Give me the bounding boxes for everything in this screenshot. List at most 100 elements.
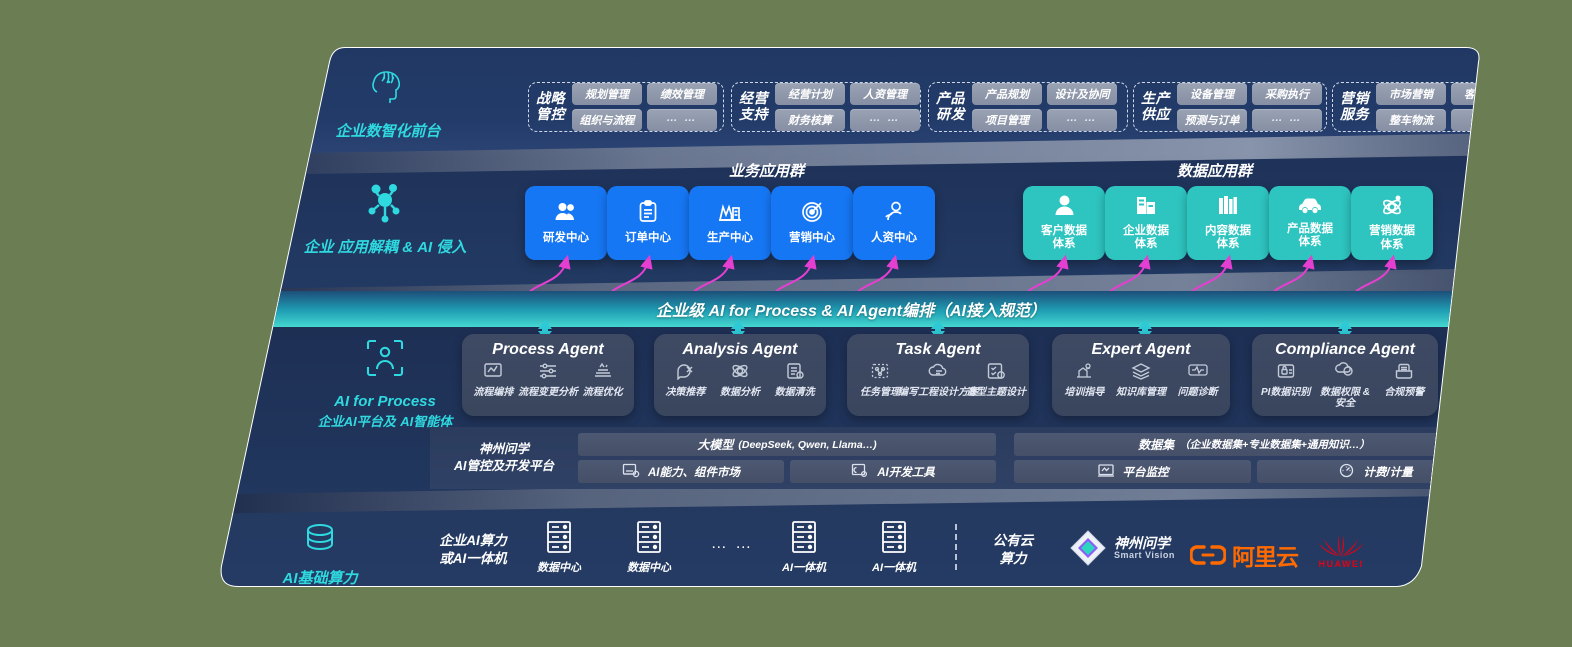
- shenzhou-wenxue-logo[interactable]: 神州问学 Smart Vision: [1068, 528, 1175, 568]
- rail-label-line1: 企业 应用解耦: [303, 239, 398, 256]
- group-title: 生产 供应: [1141, 90, 1170, 122]
- alibaba-bracket-icon: [1190, 544, 1226, 566]
- ai-dev-tool-button[interactable]: AI开发工具: [790, 460, 996, 483]
- group-cell[interactable]: 市场营销: [1376, 83, 1446, 105]
- agent-feature[interactable]: 任务管理: [851, 362, 908, 398]
- training-icon: [1074, 362, 1094, 385]
- dataset-label: 数据集: [1138, 438, 1175, 452]
- group-cell-more[interactable]: … …: [850, 109, 920, 131]
- agent-feature[interactable]: 流程优化: [576, 362, 630, 398]
- tile-label: 内容数据 体系: [1205, 224, 1251, 251]
- users-icon: [554, 201, 578, 228]
- group-cell[interactable]: 人资管理: [850, 83, 920, 105]
- tile-hr-center[interactable]: 人资中心: [853, 186, 935, 260]
- market-label: AI能力、组件市场: [648, 466, 740, 479]
- agent-feature-label: PI数据识别: [1260, 387, 1311, 398]
- agent-feature-label: 流程编排: [473, 387, 514, 398]
- business-app-group-title: 业务应用群: [729, 163, 805, 180]
- tile-customer-data[interactable]: 客户数据 体系: [1023, 186, 1105, 260]
- group-cell[interactable]: 设备管理: [1177, 83, 1247, 105]
- agent-feature[interactable]: 流程编排: [466, 362, 520, 398]
- decision-icon: [675, 362, 695, 385]
- rail-app-decoupling: 企业 应用解耦 & AI 侵入: [300, 180, 470, 258]
- books-icon: [1217, 194, 1239, 221]
- id-lock-icon: [1276, 362, 1296, 385]
- agent-feature[interactable]: 造型主题设计: [967, 362, 1024, 398]
- agent-title: Process Agent: [492, 341, 604, 358]
- tile-content-data[interactable]: 内容数据 体系: [1187, 186, 1269, 260]
- tile-production-center[interactable]: 生产中心: [689, 186, 771, 260]
- group-cell[interactable]: 组织与流程: [572, 109, 642, 131]
- agent-card-analysis[interactable]: Analysis Agent 决策推荐 数据分析 数据清洗: [654, 334, 826, 416]
- tile-enterprise-data[interactable]: 企业数据 体系: [1105, 186, 1187, 260]
- infra-node-datacenter-2[interactable]: 数据中心: [613, 520, 685, 576]
- infra-node-label: AI一体机: [872, 562, 916, 574]
- agent-feature[interactable]: 数据清洗: [768, 362, 822, 398]
- tile-marketing-center[interactable]: 营销中心: [771, 186, 853, 260]
- group-cell[interactable]: 设计及协同: [1047, 83, 1117, 105]
- agent-feature-label: 造型主题设计: [966, 387, 1026, 398]
- infra-enterprise-compute: 企业AI算力 或AI一体机: [408, 532, 538, 567]
- logo-title: 阿里云: [1232, 544, 1298, 570]
- group-cell-more[interactable]: … …: [1252, 109, 1322, 131]
- group-cell[interactable]: 预测与订单: [1177, 109, 1247, 131]
- agent-title: Task Agent: [895, 341, 981, 358]
- agent-feature[interactable]: 培训指导: [1056, 362, 1112, 398]
- group-strategy-control[interactable]: 战略 管控 规划管理 绩效管理 组织与流程 … …: [528, 82, 724, 132]
- group-operation-support[interactable]: 经营 支持 经营计划 人资管理 财务核算 … …: [731, 82, 921, 132]
- infra-label-line2: 或AI一体机: [439, 550, 507, 566]
- huawei-logo[interactable]: HUAWEI: [1315, 524, 1367, 569]
- agent-title: Compliance Agent: [1275, 341, 1415, 358]
- infra-node-label: 数据中心: [627, 562, 671, 574]
- agent-feature[interactable]: 流程变更分析: [521, 362, 575, 398]
- agent-feature[interactable]: 合规预警: [1375, 362, 1434, 398]
- tile-product-data[interactable]: 产品数据 体系: [1269, 186, 1351, 260]
- group-cell[interactable]: 绩效管理: [647, 83, 717, 105]
- alibaba-cloud-logo[interactable]: 阿里云: [1190, 538, 1298, 572]
- platform-monitor-button[interactable]: 平台监控: [1014, 460, 1251, 483]
- infra-label-line1: 企业AI算力: [439, 533, 507, 548]
- agent-feature[interactable]: 数据分析: [713, 362, 767, 398]
- group-cell[interactable]: 项目管理: [972, 109, 1042, 131]
- agent-feature[interactable]: 编写工程设计方案: [909, 362, 966, 398]
- tile-rd-center[interactable]: 研发中心: [525, 186, 607, 260]
- tile-marketing-data[interactable]: 营销数据 体系: [1351, 186, 1433, 260]
- factory-icon: [718, 201, 742, 228]
- group-cell[interactable]: 经营计划: [775, 83, 845, 105]
- tile-label: 营销中心: [789, 232, 835, 244]
- large-model-sublabel: (DeepSeek, Qwen, Llama…): [738, 438, 877, 451]
- agent-card-task[interactable]: Task Agent 任务管理 编写工程设计方案 造型主题设计: [847, 334, 1029, 416]
- agent-feature[interactable]: PI数据识别: [1256, 362, 1315, 398]
- agent-feature[interactable]: 知识库管理: [1113, 362, 1169, 398]
- agent-feature[interactable]: 问题诊断: [1170, 362, 1226, 398]
- dataset-bar[interactable]: 数据集 （企业数据集+专业数据集+通用知识…）: [1014, 433, 1494, 456]
- group-cell-more[interactable]: … …: [1047, 109, 1117, 131]
- group-cell[interactable]: 采购执行: [1252, 83, 1322, 105]
- group-cell[interactable]: 产品规划: [972, 83, 1042, 105]
- group-product-rd[interactable]: 产品 研发 产品规划 设计及协同 项目管理 … …: [928, 82, 1128, 132]
- layers-icon: [1131, 362, 1151, 385]
- infra-node-datacenter-1[interactable]: 数据中心: [523, 520, 595, 576]
- group-cell[interactable]: 规划管理: [572, 83, 642, 105]
- tile-order-center[interactable]: 订单中心: [607, 186, 689, 260]
- agent-card-compliance[interactable]: Compliance Agent PI数据识别 数据权限 & 安全 合规预警: [1252, 334, 1438, 416]
- large-model-bar[interactable]: 大模型 (DeepSeek, Qwen, Llama…): [578, 433, 996, 456]
- group-cell[interactable]: 整车物流: [1376, 109, 1446, 131]
- ai-capability-market-button[interactable]: AI能力、组件市场: [578, 460, 784, 483]
- task-grid-icon: [870, 362, 890, 385]
- agent-card-process[interactable]: Process Agent 流程编排 流程变更分析 流程优化: [462, 334, 634, 416]
- rail-label-line2: & AI 侵入: [402, 239, 467, 256]
- group-cell-more[interactable]: … …: [647, 109, 717, 131]
- logo-title: HUAWEI: [1318, 559, 1364, 569]
- infra-node-aio-2[interactable]: AI一体机: [858, 520, 930, 576]
- user-profile-icon: [1054, 194, 1075, 221]
- analysis-atom-icon: [730, 362, 750, 385]
- group-production-supply[interactable]: 生产 供应 设备管理 采购执行 预测与订单 … …: [1133, 82, 1327, 132]
- agent-feature[interactable]: 数据权限 & 安全: [1316, 362, 1375, 409]
- infra-node-aio-1[interactable]: AI一体机: [768, 520, 840, 576]
- agent-feature-label: 流程优化: [582, 387, 623, 398]
- group-cell[interactable]: 财务核算: [775, 109, 845, 131]
- rail-label-en: AI for Process: [334, 393, 436, 410]
- agent-card-expert[interactable]: Expert Agent 培训指导 知识库管理 问题诊断: [1052, 334, 1230, 416]
- agent-feature[interactable]: 决策推荐: [658, 362, 712, 398]
